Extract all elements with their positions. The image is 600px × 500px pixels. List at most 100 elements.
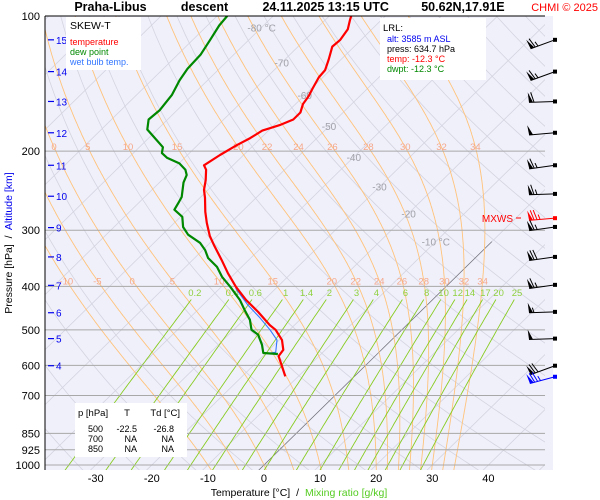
wind-barb bbox=[526, 372, 557, 384]
isotherm-label: -80 °C bbox=[247, 23, 275, 34]
moist-adiabat-label: 22 bbox=[350, 276, 361, 287]
lrl-dwpt-value: -12.3 °C bbox=[411, 64, 445, 74]
mixing-ratio-label: 4 bbox=[374, 288, 379, 299]
wind-barb-staff bbox=[529, 217, 556, 221]
mixing-ratio-lines bbox=[64, 299, 515, 470]
dry-adiabat-line bbox=[45, 65, 367, 470]
table-header-t: T bbox=[124, 408, 130, 419]
pressure-tick-label: 500 bbox=[22, 325, 40, 337]
dry-adiabat-line bbox=[554, 16, 600, 476]
isotherm-line bbox=[426, 353, 545, 470]
legend: SKEW-T temperature dew point wet bulb te… bbox=[66, 17, 141, 70]
legend-temperature: temperature bbox=[70, 37, 119, 47]
x-axis-title: Temperature [°C] / Mixing ratio [g/kg] bbox=[211, 487, 388, 499]
wind-barb-full bbox=[529, 250, 535, 261]
moist-adiabat-label: -5 bbox=[93, 276, 101, 287]
x-axis-title-mixing: Mixing ratio [g/kg] bbox=[305, 487, 387, 499]
altitude-tick-label: 10 bbox=[56, 192, 68, 203]
table-cell-t: -22.5 bbox=[116, 424, 137, 434]
isotherm-zero-line bbox=[258, 241, 493, 470]
isotherm-line bbox=[314, 243, 545, 470]
wind-barb-pennant bbox=[527, 302, 533, 313]
pressure-tick-label: 100 bbox=[22, 11, 40, 23]
moist-adiabat-label: 32 bbox=[459, 276, 470, 287]
wind-barb-half bbox=[537, 214, 541, 220]
moist-adiabat-label: -10 bbox=[59, 276, 73, 287]
wind-barb bbox=[526, 278, 557, 289]
lrl-alt-label: alt: bbox=[387, 34, 399, 44]
temperature-tick-label: 0 bbox=[261, 473, 267, 485]
table-cell-p: 700 bbox=[88, 434, 103, 444]
wind-barb-staff bbox=[530, 365, 556, 376]
mixing-ratio-label: 8 bbox=[424, 288, 429, 299]
wind-barb-station-dot bbox=[553, 224, 557, 229]
isotherm-line bbox=[0, 6, 3, 476]
chart-header: Praha-Libus descent 24.11.2025 13:15 UTC… bbox=[74, 0, 598, 14]
mixing-ratio-line bbox=[241, 299, 354, 470]
mixing-ratio-line bbox=[367, 299, 468, 470]
mixing-ratio-label: 0.2 bbox=[188, 288, 201, 299]
moist-adiabat-label: 5 bbox=[170, 276, 175, 287]
dry-adiabat-line bbox=[45, 154, 310, 470]
moist-adiabat-line bbox=[280, 16, 430, 470]
station-name: Praha-Libus bbox=[74, 0, 146, 14]
wind-barb-staff bbox=[529, 256, 556, 262]
wind-barb-pennant bbox=[527, 329, 533, 340]
lrl-press-label: press: bbox=[387, 44, 412, 54]
dry-adiabat-line bbox=[118, 16, 536, 470]
wind-barb-station-dot bbox=[553, 130, 557, 135]
moist-adiabat-label: 24 bbox=[293, 142, 304, 153]
mixing-ratio-line bbox=[319, 299, 425, 470]
isotherm-line bbox=[45, 16, 274, 241]
wind-barbs bbox=[526, 37, 557, 384]
wind-barb-station-dot bbox=[553, 336, 557, 341]
dry-adiabat-line bbox=[350, 16, 545, 219]
moist-adiabat-line bbox=[115, 16, 350, 470]
wind-barb bbox=[526, 363, 557, 376]
moist-adiabats bbox=[45, 16, 486, 470]
wind-barb-half bbox=[534, 41, 539, 47]
moist-adiabat-line bbox=[318, 16, 446, 470]
wind-barb-station-dot bbox=[553, 363, 557, 368]
isotherm-label: -70 bbox=[274, 59, 289, 70]
wind-barb-station-dot bbox=[553, 191, 557, 196]
mixing-ratio-label: 1 bbox=[283, 288, 288, 299]
moist-adiabat-label: 22 bbox=[262, 142, 273, 153]
pressure-tick-label: 700 bbox=[22, 391, 40, 403]
temperature-tick-label: -30 bbox=[88, 473, 104, 485]
mixing-ratio-label: 12 bbox=[452, 288, 463, 299]
moist-adiabat-line bbox=[45, 124, 267, 470]
wind-barb-full bbox=[531, 372, 539, 382]
altitude-tick-label: 7 bbox=[56, 281, 62, 292]
pressure-tick-label: 850 bbox=[22, 428, 40, 440]
moist-adiabat-line bbox=[74, 16, 322, 470]
wind-barb-staff bbox=[528, 100, 556, 103]
temperature-tick-label: 30 bbox=[426, 473, 438, 485]
mixing-ratio-label: 2 bbox=[327, 288, 332, 299]
dry-adiabat-line bbox=[147, 16, 545, 443]
profile-series bbox=[146, 16, 353, 377]
lrl-temperature: temp: -12.3 °C bbox=[387, 54, 446, 64]
wind-barb-max bbox=[527, 209, 557, 221]
moist-adiabat-label: 10 bbox=[123, 142, 134, 153]
mixing-ratio-line bbox=[295, 299, 403, 470]
table-background bbox=[75, 403, 187, 457]
wind-barb-staff bbox=[528, 338, 556, 341]
wind-barb bbox=[526, 158, 557, 170]
wind-barb-station-dot bbox=[553, 374, 557, 379]
wind-barb-staff bbox=[528, 193, 556, 196]
mixing-ratio-label: 20 bbox=[493, 288, 504, 299]
altitude-tick-label: 4 bbox=[56, 362, 62, 373]
moist-adiabat-label: 26 bbox=[397, 276, 408, 287]
mxws-label: MXWS bbox=[482, 214, 513, 225]
pressure-tick-label: 400 bbox=[22, 281, 40, 293]
legend-wet-bulb: wet bulb temp. bbox=[69, 57, 129, 67]
moist-adiabat-label: 34 bbox=[470, 142, 481, 153]
moist-adiabat-line bbox=[190, 16, 388, 470]
wind-barb-full bbox=[529, 210, 535, 221]
mxws-marker: MXWS bbox=[482, 214, 521, 225]
sounding-datetime: 24.11.2025 13:15 UTC bbox=[262, 0, 388, 14]
moist-adiabat-line bbox=[45, 191, 240, 470]
wind-barb-station-dot bbox=[553, 282, 557, 287]
